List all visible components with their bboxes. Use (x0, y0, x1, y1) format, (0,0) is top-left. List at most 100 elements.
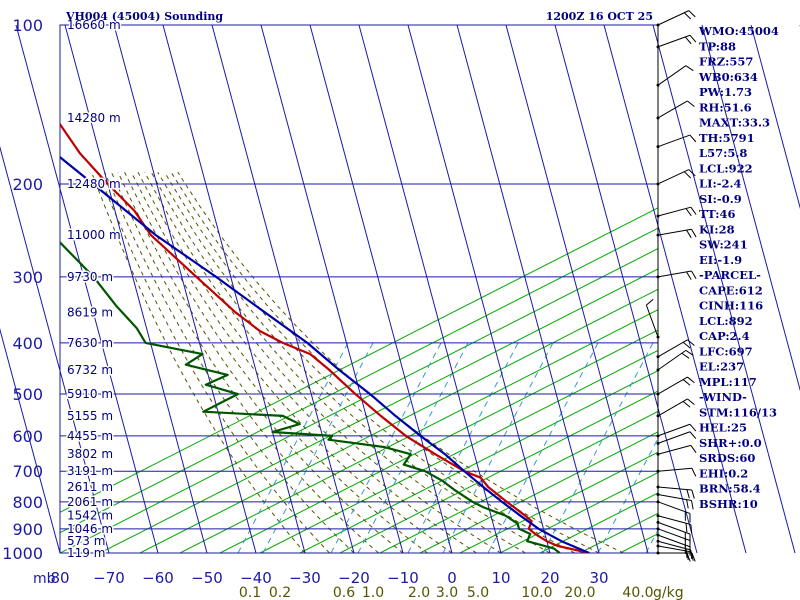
wind-barb (657, 228, 692, 236)
wind-barb-flag (686, 489, 690, 499)
height-label: 9730 m (67, 270, 113, 284)
mixing-ratio-tick-label: 40.0 (622, 585, 653, 600)
wind-barb-flag (691, 270, 697, 280)
sounding-index: WMO:45004 (698, 24, 779, 38)
sounding-index: LFC:697 (699, 344, 753, 358)
sounding-series (60, 122, 590, 553)
moist-adiabat-line (164, 171, 575, 553)
wind-barb (657, 65, 687, 86)
sounding-index: STM:116/13 (699, 405, 777, 419)
wind-barb-flag (689, 134, 697, 143)
dry-adiabat-line (780, 0, 800, 553)
temperature-tick-label: −30 (289, 569, 321, 587)
sounding-index: L57:5.8 (699, 146, 747, 160)
wind-barb (657, 339, 688, 358)
height-label: 14280 m (67, 111, 121, 125)
height-label: 2611 m (67, 480, 113, 494)
moist-adiabat-line (124, 171, 428, 553)
dry-adiabat-line (60, 227, 658, 534)
dry-adiabat-line (299, 370, 658, 553)
height-label-halo: 5910 m (67, 387, 113, 401)
wind-barb (657, 431, 691, 444)
wind-barb-point (656, 493, 660, 497)
wind-barb-flag (681, 352, 690, 359)
temperature-tick-label: 10 (491, 569, 510, 587)
mixing-ratio-tick-label: 0.1 (239, 585, 261, 600)
isotherm-line (15, 24, 159, 554)
wind-barb-flag (690, 500, 694, 510)
height-label: 119 m (67, 546, 105, 560)
chart-title: VH004 (45004) Sounding (65, 10, 223, 23)
pressure-tick-label: 700 (12, 462, 43, 481)
wind-barb-point (656, 23, 660, 27)
wind-barb (657, 521, 691, 535)
wind-barb (657, 376, 688, 395)
height-label-halo: 3191 m (67, 464, 113, 478)
sounding-index: CAP:2.4 (699, 329, 750, 343)
wind-barb-point (656, 233, 660, 237)
wind-barb-flag (687, 100, 695, 108)
dry-adiabat-line (99, 268, 658, 553)
sounding-index: RH:51.6 (699, 100, 752, 114)
height-label: 1046 m (67, 522, 113, 536)
isotherm-line (64, 24, 208, 554)
wind-barb (657, 100, 688, 119)
temperature-tick-label: −40 (240, 569, 272, 587)
pressure-tick-label: 100 (12, 16, 43, 35)
pressure-tick-label: 200 (12, 175, 43, 194)
pressure-tick-label: 300 (12, 268, 43, 287)
sounding-index: KI:28 (699, 222, 735, 236)
isotherm-line (505, 24, 649, 554)
isotherm-line (358, 24, 502, 554)
pressure-tick-label: 800 (12, 493, 43, 512)
wind-barb-point (656, 355, 660, 359)
temperature-tick-label: −60 (142, 569, 174, 587)
sounding-index: LCL:922 (699, 161, 753, 175)
wind-barb-flag (682, 379, 691, 386)
wind-barb-point (656, 500, 660, 504)
height-label: 4455 m (67, 429, 113, 443)
sounding-index: LI:-2.4 (699, 177, 742, 191)
isotherm-line (554, 24, 698, 554)
height-label: 3191 m (67, 464, 113, 478)
wind-barb-point (656, 441, 660, 445)
height-label-halo: 1542 m (67, 509, 113, 523)
height-label-halo: 2611 m (67, 480, 113, 494)
wind-barb (657, 169, 690, 185)
height-label-halo: 11000 m (67, 228, 121, 242)
height-label: 5910 m (67, 387, 113, 401)
sounding-index: EI:-1.9 (699, 253, 742, 267)
wind-barb-flag (691, 468, 697, 477)
wind-barb-flag (687, 398, 695, 405)
sounding-index: HEL:25 (699, 421, 747, 435)
wind-barb-point (656, 182, 660, 186)
adiabat-lines (60, 0, 800, 553)
mixing-ratio-tick-label: 0.6 (333, 585, 355, 600)
wind-barb-flag (686, 271, 692, 280)
isotherm-line (603, 24, 747, 554)
wind-barb (657, 444, 691, 455)
height-label: 8619 m (67, 305, 113, 319)
moist-adiabat-line (157, 171, 551, 553)
sounding-index: CAPE:612 (699, 283, 763, 297)
temperature-tick-label: 30 (589, 569, 608, 587)
pressure-tick-label: 1000 (2, 544, 43, 563)
wind-barb-flag (646, 298, 654, 306)
wind-barb-flag (689, 423, 697, 432)
wind-barb (657, 206, 691, 217)
mixing-ratio-line (597, 437, 658, 553)
wind-barb-flag (684, 36, 692, 45)
height-label-halo: 8619 m (67, 305, 113, 319)
isotherm-line (0, 327, 61, 554)
wind-barb-flag (689, 34, 697, 43)
moist-adiabat-line (137, 171, 477, 553)
isotherm-line (407, 24, 551, 554)
wind-barb-flag (690, 206, 697, 215)
mixing-ratio-unit-label: g/kg (653, 585, 684, 600)
sounding-index: CINH:116 (699, 299, 763, 313)
wind-barb (657, 515, 691, 526)
wind-barb-point (656, 551, 660, 555)
mixing-ratio-tick-label: 3.0 (436, 585, 458, 600)
